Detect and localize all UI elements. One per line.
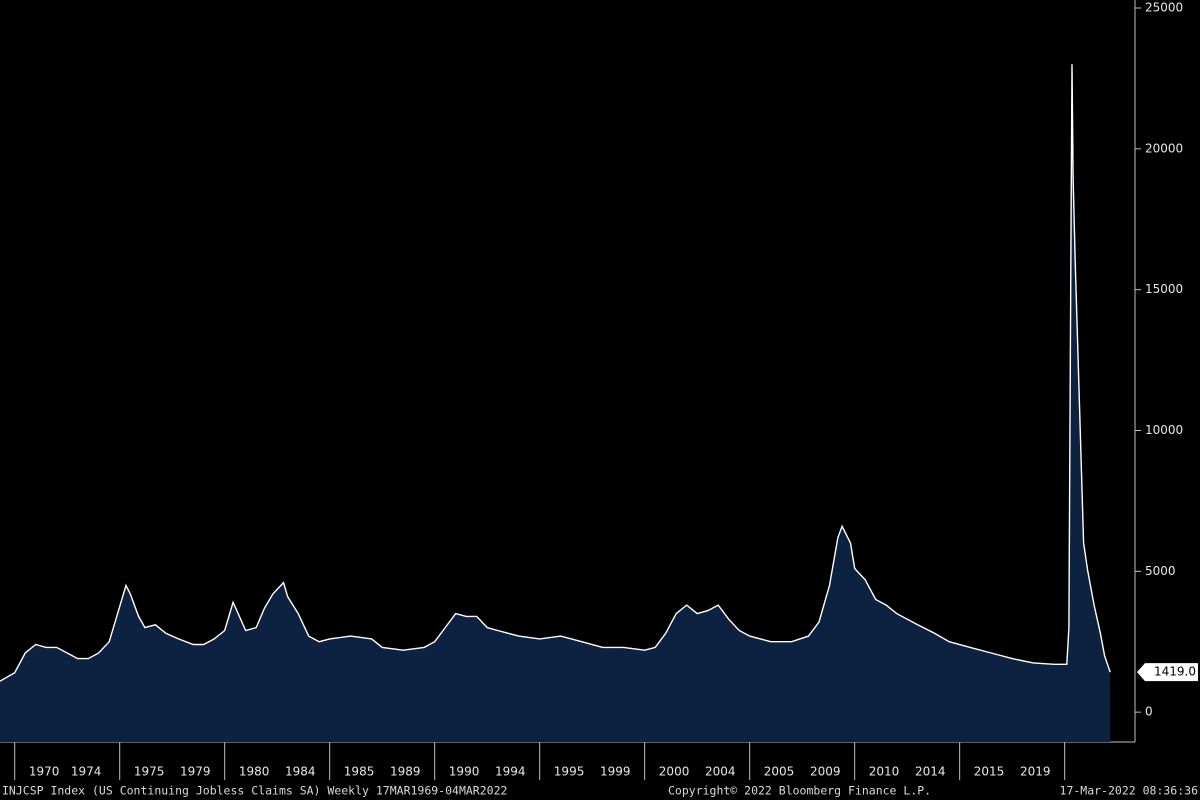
x-tick-label: 2015: [974, 765, 1005, 779]
y-tick-label: 0: [1145, 705, 1153, 719]
x-tick-label: 1980: [239, 765, 270, 779]
x-tick-label: 1999: [600, 765, 631, 779]
last-value-box: [1137, 663, 1198, 682]
x-tick-label: 1990: [449, 765, 480, 779]
x-tick-label: 2000: [659, 765, 690, 779]
x-tick-label: 1985: [344, 765, 375, 779]
y-tick-label: 25000: [1145, 1, 1183, 15]
x-tick-label: 2009: [810, 765, 841, 779]
y-tick-label: 15000: [1145, 282, 1183, 296]
area-fill: [0, 64, 1111, 743]
x-tick-label: 1975: [134, 765, 165, 779]
y-tick-label: 5000: [1145, 564, 1176, 578]
x-tick-label: 1995: [554, 765, 585, 779]
x-tick-label: 1974: [71, 765, 102, 779]
x-tick-label: 1984: [285, 765, 316, 779]
y-tick-label: 10000: [1145, 423, 1183, 437]
x-tick-label: 1970: [29, 765, 60, 779]
x-tick-label: 2005: [764, 765, 795, 779]
series-line: [0, 64, 1111, 682]
footer-copyright: Copyright© 2022 Bloomberg Finance L.P.: [668, 784, 931, 798]
x-tick-label: 2014: [915, 765, 946, 779]
x-tick-label: 2004: [705, 765, 736, 779]
y-tick-label: 20000: [1145, 141, 1183, 155]
footer-source: INJCSP Index (US Continuing Jobless Clai…: [2, 784, 507, 798]
x-tick-label: 2010: [869, 765, 900, 779]
x-tick-label: 1994: [495, 765, 526, 779]
footer-timestamp: 17-Mar-2022 08:36:36: [1060, 784, 1199, 798]
x-tick-label: 1989: [390, 765, 421, 779]
x-tick-label: 1979: [180, 765, 211, 779]
x-tick-label: 2019: [1020, 765, 1051, 779]
last-value-label: 1419.0: [1154, 665, 1196, 679]
